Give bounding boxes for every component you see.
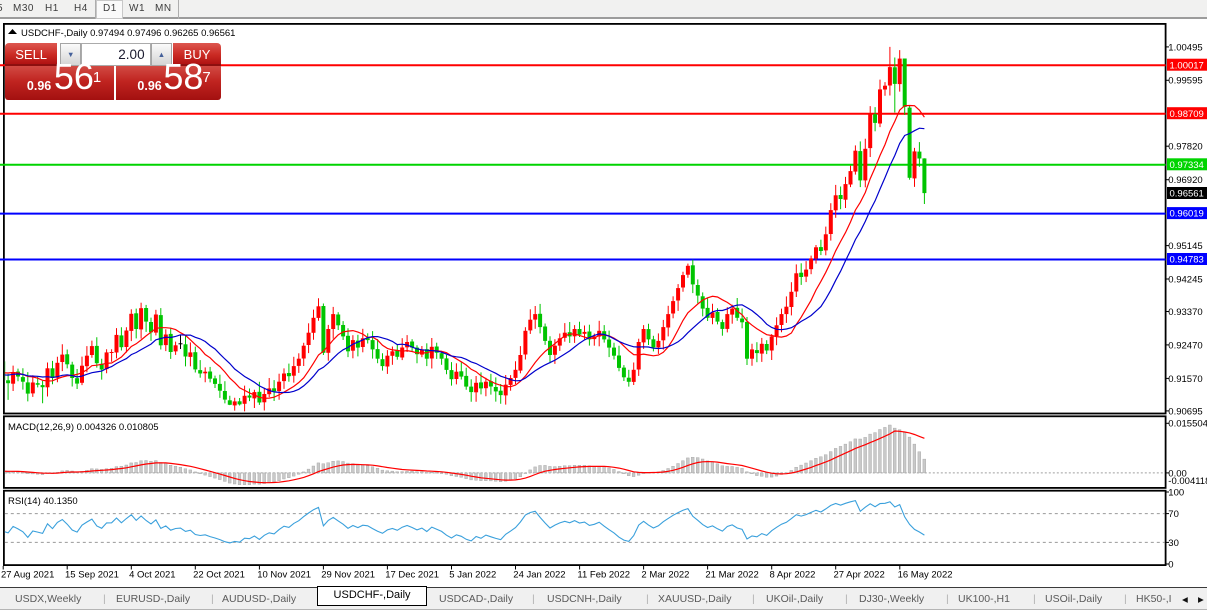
svg-text:0.92470: 0.92470 xyxy=(1168,340,1202,351)
svg-text:0.99595: 0.99595 xyxy=(1168,76,1202,87)
svg-text:0.95145: 0.95145 xyxy=(1168,241,1202,252)
svg-text:0.96019: 0.96019 xyxy=(1170,209,1204,220)
svg-text:21 Mar 2022: 21 Mar 2022 xyxy=(705,570,758,581)
svg-text:0.90695: 0.90695 xyxy=(1168,406,1202,417)
svg-text:1.00495: 1.00495 xyxy=(1168,42,1202,53)
svg-text:24 Jan 2022: 24 Jan 2022 xyxy=(513,570,565,581)
svg-text:0.94245: 0.94245 xyxy=(1168,274,1202,285)
svg-text:0.96561: 0.96561 xyxy=(1170,189,1204,200)
svg-text:5 Jan 2022: 5 Jan 2022 xyxy=(449,570,496,581)
svg-text:0.96920: 0.96920 xyxy=(1168,175,1202,186)
svg-text:0.97334: 0.97334 xyxy=(1170,160,1204,171)
svg-text:RSI(14) 40.1350: RSI(14) 40.1350 xyxy=(8,496,78,507)
svg-text:0.94783: 0.94783 xyxy=(1170,255,1204,266)
svg-text:16 May 2022: 16 May 2022 xyxy=(898,570,953,581)
svg-text:27 Apr 2022: 27 Apr 2022 xyxy=(834,570,885,581)
svg-text:-0.004118: -0.004118 xyxy=(1168,476,1207,487)
svg-text:0.98709: 0.98709 xyxy=(1170,109,1204,120)
svg-text:2 Mar 2022: 2 Mar 2022 xyxy=(641,570,689,581)
svg-text:17 Dec 2021: 17 Dec 2021 xyxy=(385,570,439,581)
svg-text:15 Sep 2021: 15 Sep 2021 xyxy=(65,570,119,581)
svg-text:29 Nov 2021: 29 Nov 2021 xyxy=(321,570,375,581)
svg-text:70: 70 xyxy=(1168,509,1179,520)
svg-text:11 Feb 2022: 11 Feb 2022 xyxy=(577,570,630,581)
svg-text:MACD(12,26,9) 0.004326 0.01080: MACD(12,26,9) 0.004326 0.010805 xyxy=(8,422,159,433)
svg-text:0: 0 xyxy=(1168,559,1173,570)
svg-text:100: 100 xyxy=(1168,487,1184,498)
svg-text:30: 30 xyxy=(1168,538,1179,549)
svg-text:27 Aug 2021: 27 Aug 2021 xyxy=(1,570,54,581)
svg-text:1.00017: 1.00017 xyxy=(1170,60,1204,71)
svg-text:0.00: 0.00 xyxy=(1168,468,1187,479)
svg-text:10 Nov 2021: 10 Nov 2021 xyxy=(257,570,311,581)
svg-text:8 Apr 2022: 8 Apr 2022 xyxy=(770,570,816,581)
svg-text:0.97820: 0.97820 xyxy=(1168,142,1202,153)
svg-text:0.91570: 0.91570 xyxy=(1168,374,1202,385)
svg-text:4 Oct 2021: 4 Oct 2021 xyxy=(129,570,175,581)
svg-text:22 Oct 2021: 22 Oct 2021 xyxy=(193,570,245,581)
svg-text:USDCHF-,Daily 0.97494 0.97496: USDCHF-,Daily 0.97494 0.97496 0.96265 0.… xyxy=(21,28,235,39)
svg-text:0.93370: 0.93370 xyxy=(1168,307,1202,318)
svg-text:0.015504: 0.015504 xyxy=(1168,419,1207,430)
